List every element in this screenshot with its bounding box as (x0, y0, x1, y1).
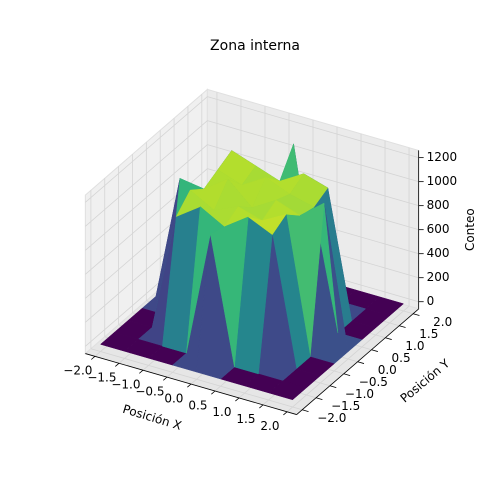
z-axis-label: Conteo (463, 208, 477, 251)
grid-line (207, 120, 419, 183)
tick-mark (315, 397, 323, 400)
tick-mark (357, 361, 365, 364)
tick-mark (399, 325, 406, 328)
axis-line (296, 308, 419, 415)
y-tick-label: −1.0 (345, 387, 374, 401)
tick-mark (139, 369, 144, 374)
x-tick-label: −1.0 (111, 377, 140, 391)
tick-mark (343, 373, 351, 376)
x-tick-label: 2.0 (260, 419, 279, 433)
tick-mark (163, 376, 168, 381)
y-tick-label: −0.5 (359, 375, 388, 389)
y-tick-label: −2.0 (317, 411, 346, 425)
grid-line (85, 96, 208, 203)
grid-line (85, 144, 208, 251)
z-tick-label: 400 (427, 246, 450, 260)
axis-line (85, 353, 297, 415)
tick-mark (385, 337, 392, 340)
tick-mark (91, 356, 96, 360)
grid-line (90, 348, 303, 411)
tick-mark (115, 362, 120, 367)
x-tick-label: 0.5 (188, 398, 207, 412)
tick-mark (259, 404, 264, 409)
y-tick-label: 1.5 (419, 327, 438, 341)
x-tick-label: 0.0 (164, 391, 183, 405)
tick-mark (302, 409, 309, 412)
tick-mark (283, 411, 288, 416)
x-tick-label: −0.5 (135, 384, 164, 398)
y-tick-label: 0.5 (392, 351, 411, 365)
z-tick-label: 200 (427, 270, 450, 284)
y-tick-label: 0.0 (378, 363, 397, 377)
grid-line (85, 120, 208, 227)
x-tick-label: 1.5 (236, 412, 255, 426)
x-tick-label: 1.0 (212, 405, 231, 419)
grid-line (207, 96, 419, 159)
tick-mark (412, 313, 420, 316)
z-tick-label: 600 (427, 222, 450, 236)
tick-mark (329, 385, 337, 388)
grid-line (207, 144, 419, 207)
chart-title: Zona interna (210, 38, 300, 54)
tick-mark (211, 390, 216, 395)
z-tick-label: 800 (427, 198, 450, 212)
y-tick-label: −1.5 (331, 399, 360, 413)
tick-mark (235, 397, 240, 402)
z-tick-label: 1200 (427, 150, 458, 164)
y-tick-label: 1.0 (405, 339, 424, 353)
tick-mark (371, 349, 378, 352)
z-tick-label: 1000 (427, 174, 458, 188)
y-tick-label: 2.0 (433, 315, 452, 329)
x-axis-label: Posición X (121, 402, 183, 433)
surface-face (248, 213, 287, 235)
x-tick-label: −2.0 (63, 364, 92, 378)
x-tick-label: −1.5 (87, 371, 116, 385)
z-tick-label: 0 (427, 294, 435, 308)
tick-mark (187, 383, 192, 388)
surface-face (268, 380, 307, 401)
